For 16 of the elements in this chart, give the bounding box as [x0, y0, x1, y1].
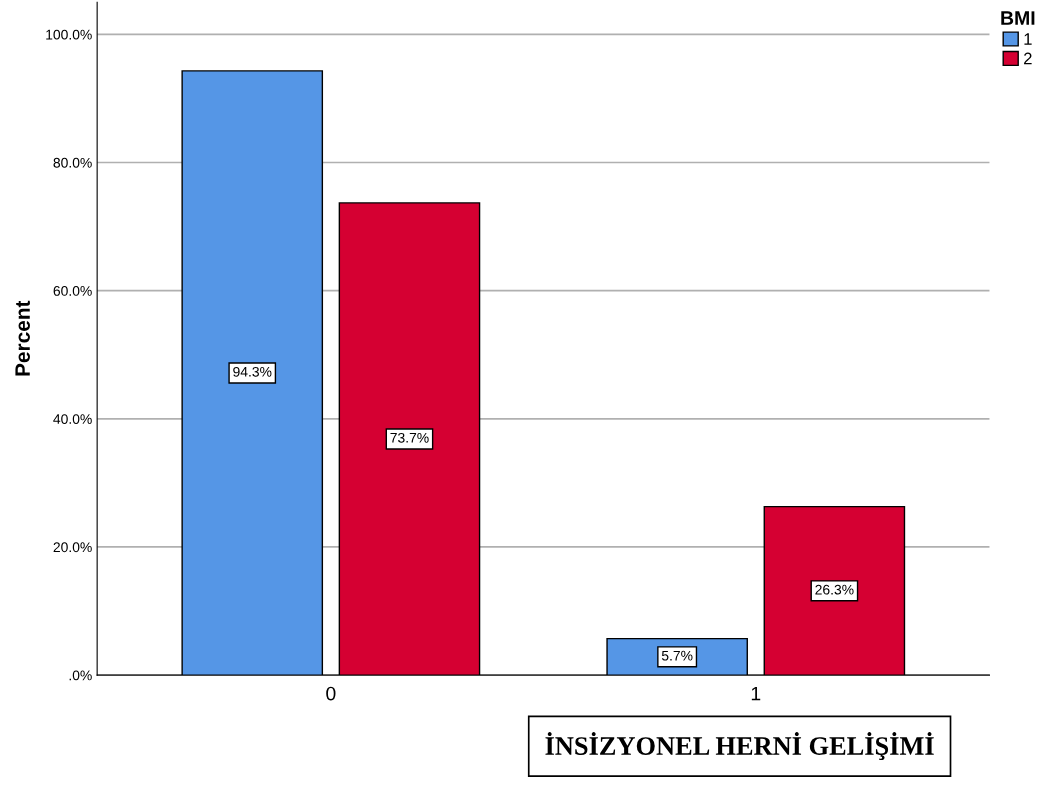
- y-axis-title: Percent: [15, 300, 30, 376]
- data-label: 73.7%: [390, 432, 429, 443]
- y-tick-label: 40.0%: [53, 414, 92, 424]
- legend-label: 2: [1024, 52, 1032, 65]
- y-tick-label: 20.0%: [53, 542, 92, 553]
- x-axis-title: İNSİZYONEL HERNİ GELİŞİMİ: [545, 732, 934, 761]
- legend-title: BMI: [1001, 11, 1035, 25]
- data-label: 94.3%: [233, 366, 272, 377]
- data-label: 5.7%: [661, 650, 693, 661]
- x-tick-label: 0: [326, 686, 336, 701]
- y-tick-label: 60.0%: [53, 286, 92, 296]
- y-tick-label: 80.0%: [53, 157, 92, 168]
- data-label: 26.3%: [815, 584, 854, 595]
- y-tick-label: 100.0%: [46, 29, 92, 40]
- y-tick-label: .0%: [69, 670, 92, 681]
- legend-label: 1: [1024, 33, 1032, 45]
